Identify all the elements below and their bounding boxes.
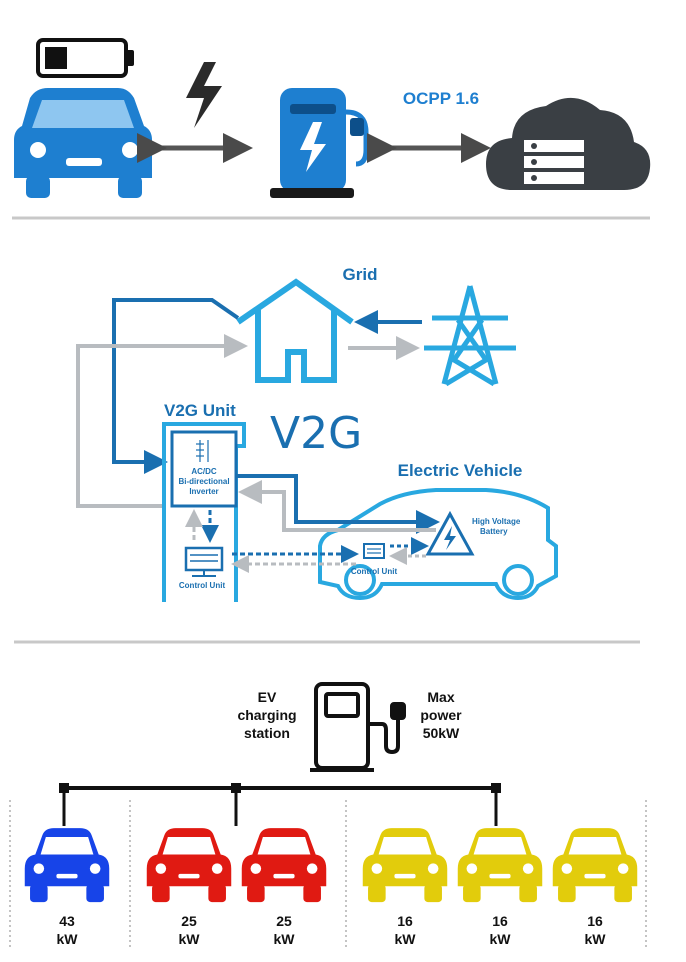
car-power-unit: kW: [274, 931, 296, 947]
car-power-unit: kW: [57, 931, 79, 947]
battery-line2: Battery: [480, 527, 508, 536]
bus-node-1: [59, 783, 69, 793]
station-left-line3: station: [244, 725, 290, 741]
car-3: 25 kW: [241, 828, 327, 947]
ev-front-wheel: [344, 564, 376, 596]
fuel-pump-icon: [310, 682, 406, 772]
battery-low-icon: [36, 38, 134, 78]
car-control-unit-icon: [363, 543, 385, 559]
station-left-line2: charging: [237, 707, 296, 723]
car-icon: [14, 88, 152, 198]
lightning-icon: [186, 62, 222, 128]
inverter-symbol-icon: [196, 440, 209, 462]
inverter-line1: AC/DC: [191, 467, 217, 476]
car-power-unit: kW: [179, 931, 201, 947]
battery-warning-icon: [425, 510, 475, 556]
car-power-value: 25: [276, 913, 292, 929]
control-unit-icon: [184, 546, 224, 577]
car-icon: [362, 828, 448, 903]
inverter-box: [170, 430, 238, 508]
car-1: 43 kW: [24, 828, 110, 947]
station-left-line1: EV: [258, 689, 277, 705]
grid-label: Grid: [343, 265, 378, 284]
inverter-line3: Inverter: [189, 487, 218, 496]
station-right-line2: power: [420, 707, 462, 723]
pylon-icon: [424, 285, 516, 387]
protocol-label: OCPP 1.6: [403, 89, 479, 108]
car-power-unit: kW: [395, 931, 417, 947]
car-power-value: 16: [397, 913, 413, 929]
car-icon: [24, 828, 110, 903]
bus-node-2: [231, 783, 241, 793]
v2g-title: V2G: [270, 408, 362, 459]
station-right-line1: Max: [427, 689, 454, 705]
car-icon: [241, 828, 327, 903]
car-power-value: 16: [587, 913, 603, 929]
car-power-value: 25: [181, 913, 197, 929]
car-control-unit-label: Control Unit: [351, 567, 398, 576]
car-power-unit: kW: [585, 931, 607, 947]
control-unit-label: Control Unit: [179, 581, 226, 590]
flow-house-to-inverter: [112, 298, 240, 474]
section-ocpp: OCPP 1.6: [14, 38, 651, 198]
bus-node-3: [491, 783, 501, 793]
car-power-unit: kW: [490, 931, 512, 947]
cloud-server-icon: [486, 97, 651, 190]
station-right-line3: 50kW: [423, 725, 460, 741]
section-v2g: Grid V2G Unit V2G: [76, 265, 558, 602]
house-icon: [236, 278, 354, 383]
ev-rear-wheel: [502, 564, 534, 596]
inverter-line2: Bi-directional: [178, 477, 229, 486]
cars-row: 43 kW 25 kW 25 kW 16 kW 16 kW 16 kW: [24, 828, 638, 947]
car-icon: [146, 828, 232, 903]
flow-battery-to-inverter: [238, 480, 436, 532]
car-power-value: 43: [59, 913, 75, 929]
battery-line1: High Voltage: [472, 517, 521, 526]
car-4: 16 kW: [362, 828, 448, 947]
ev-label: Electric Vehicle: [398, 461, 523, 480]
car-5: 16 kW: [457, 828, 543, 947]
section-station: EV charging station Max power 50kW 43kW2…: [9, 682, 647, 948]
v2g-unit-label: V2G Unit: [164, 401, 236, 420]
flow-inverter-to-house: [76, 334, 248, 508]
car-2: 25 kW: [146, 828, 232, 947]
flow-inverter-to-battery: [236, 474, 440, 534]
ev-car-outline: [318, 488, 558, 601]
charger-icon: [270, 88, 369, 198]
car-icon: [552, 828, 638, 903]
car-power-value: 16: [492, 913, 508, 929]
car-6: 16 kW: [552, 828, 638, 947]
car-icon: [457, 828, 543, 903]
